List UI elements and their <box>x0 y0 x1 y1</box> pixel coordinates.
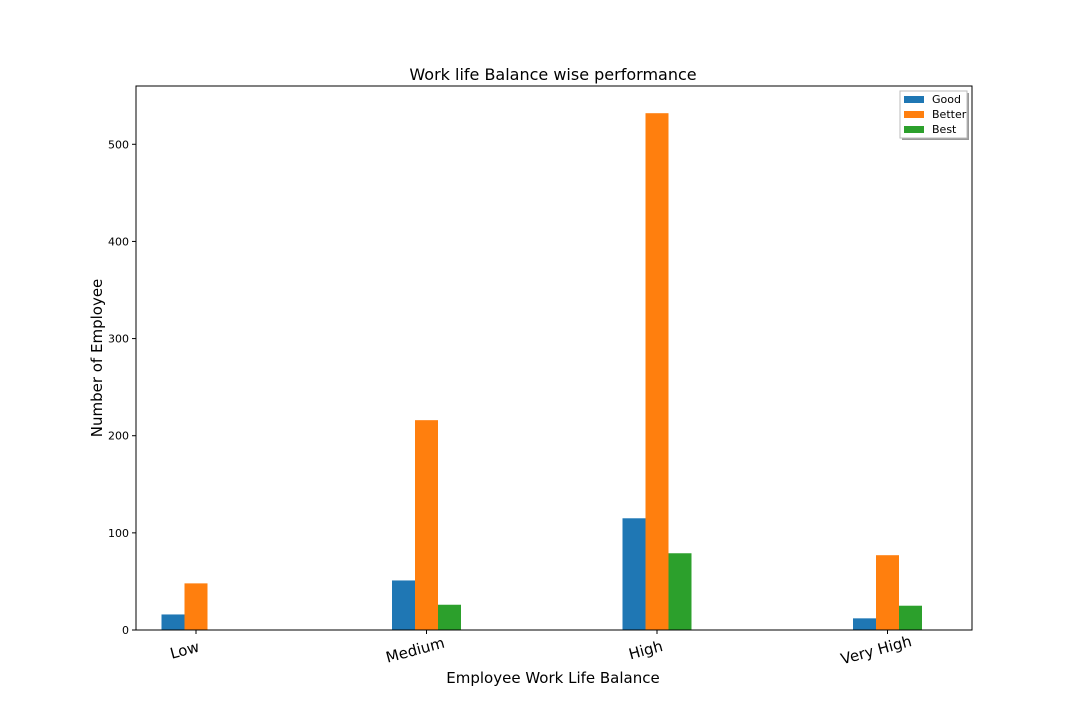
legend-label-better: Better <box>932 108 967 121</box>
y-axis-title: Number of Employee <box>88 279 106 438</box>
bar-best-medium <box>438 604 461 630</box>
legend-swatch-better <box>904 111 924 118</box>
legend-label-best: Best <box>932 123 957 136</box>
y-tick-label: 500 <box>108 138 129 151</box>
plot-frame <box>135 85 973 631</box>
y-tick-label: 0 <box>122 624 129 637</box>
bar-better-low <box>184 583 208 630</box>
legend-label-good: Good <box>932 93 961 106</box>
x-axis-title: Employee Work Life Balance <box>446 669 659 687</box>
bar-better-high <box>645 113 669 630</box>
bar-better-very-high <box>876 555 899 630</box>
y-tick-label: 400 <box>108 235 129 248</box>
bar-good-medium <box>392 580 415 630</box>
chart-title: Work life Balance wise performance <box>409 65 696 84</box>
y-tick-label: 200 <box>108 430 129 443</box>
bar-good-low <box>161 614 185 630</box>
legend-swatch-best <box>904 126 924 133</box>
legend: Good Better Best <box>899 90 969 140</box>
bar-good-very-high <box>853 618 876 630</box>
bar-best-high <box>668 553 692 630</box>
bar-best-very-high <box>899 605 922 630</box>
bar-better-medium <box>415 420 438 630</box>
legend-swatch-good <box>904 96 924 103</box>
y-tick-label: 300 <box>108 333 129 346</box>
y-tick-label: 100 <box>108 527 129 540</box>
bar-good-high <box>622 518 646 630</box>
